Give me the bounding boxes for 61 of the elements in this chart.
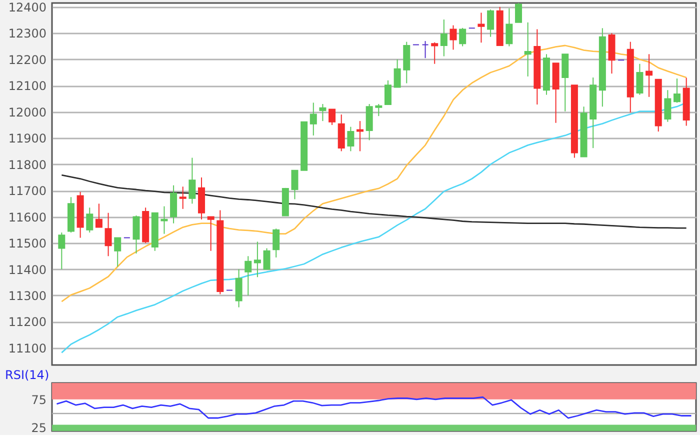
candlestick (524, 22, 532, 77)
candlestick (263, 248, 270, 270)
y-tick-label: 12300 (8, 26, 46, 41)
y-tick-label: 11100 (8, 341, 46, 356)
candlestick (104, 212, 112, 257)
y-tick-label: 11500 (8, 236, 46, 251)
y-tick-label: 11300 (8, 288, 46, 303)
candlestick (188, 157, 196, 204)
candlestick (114, 237, 122, 268)
candlestick (450, 24, 457, 50)
line-series (60, 174, 688, 229)
candlestick (375, 103, 382, 117)
y-tick-label: 11800 (8, 158, 46, 172)
candlestick (319, 103, 326, 122)
candlestick (86, 207, 94, 234)
candlestick (254, 241, 261, 278)
candlestick (431, 42, 438, 64)
candlestick (244, 256, 252, 296)
candlestick (366, 103, 373, 141)
candlestick (487, 9, 494, 38)
y-tick-label: 25 (31, 421, 46, 436)
y-tick-label: 12000 (8, 105, 46, 120)
candlestick (422, 40, 429, 59)
candlestick (664, 90, 672, 122)
candlestick (291, 170, 298, 200)
candlestick (459, 27, 466, 47)
line-series (56, 396, 692, 419)
candlestick (394, 58, 401, 88)
candlestick (170, 184, 178, 224)
candlestick (562, 54, 569, 112)
candlestick (132, 214, 140, 254)
candlestick (646, 54, 653, 98)
candlestick (310, 102, 317, 136)
y-tick-label: 12200 (8, 52, 46, 67)
candlestick (272, 228, 280, 258)
candlestick (179, 186, 186, 210)
candlestick (235, 268, 242, 308)
line-series (60, 44, 688, 302)
candlestick (160, 206, 168, 234)
chart-title: RSI(14) (5, 368, 50, 382)
candlestick (58, 232, 66, 270)
candlestick (440, 19, 448, 57)
y-tick-label: 11200 (8, 315, 46, 330)
y-tick-label: 11400 (8, 262, 46, 277)
candlestick (384, 80, 392, 106)
candlestick (328, 108, 336, 126)
candlestick (207, 216, 214, 252)
y-tick-label: 11900 (8, 132, 46, 146)
y-tick-label: 75 (31, 392, 46, 407)
candlestick (515, 2, 522, 23)
y-tick-label: 11600 (8, 210, 46, 224)
candlestick (356, 120, 364, 152)
candlestick (506, 8, 513, 47)
candlestick (674, 78, 681, 104)
y-tick-label: 11700 (8, 184, 46, 198)
y-tick-label: 12400 (8, 0, 46, 14)
candlestick (95, 203, 102, 228)
y-tick-label: 12100 (8, 79, 46, 94)
candlestick (478, 12, 485, 44)
candlestick (636, 63, 644, 96)
candlestick (347, 126, 354, 152)
